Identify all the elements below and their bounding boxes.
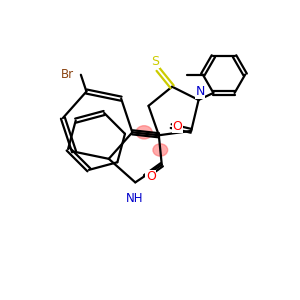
Text: N: N xyxy=(195,85,205,98)
Text: O: O xyxy=(173,120,183,133)
Text: NH: NH xyxy=(125,192,143,205)
Text: Br: Br xyxy=(60,68,74,81)
Ellipse shape xyxy=(153,144,168,156)
Text: O: O xyxy=(146,170,156,183)
Ellipse shape xyxy=(136,126,152,139)
Text: S: S xyxy=(151,55,159,68)
